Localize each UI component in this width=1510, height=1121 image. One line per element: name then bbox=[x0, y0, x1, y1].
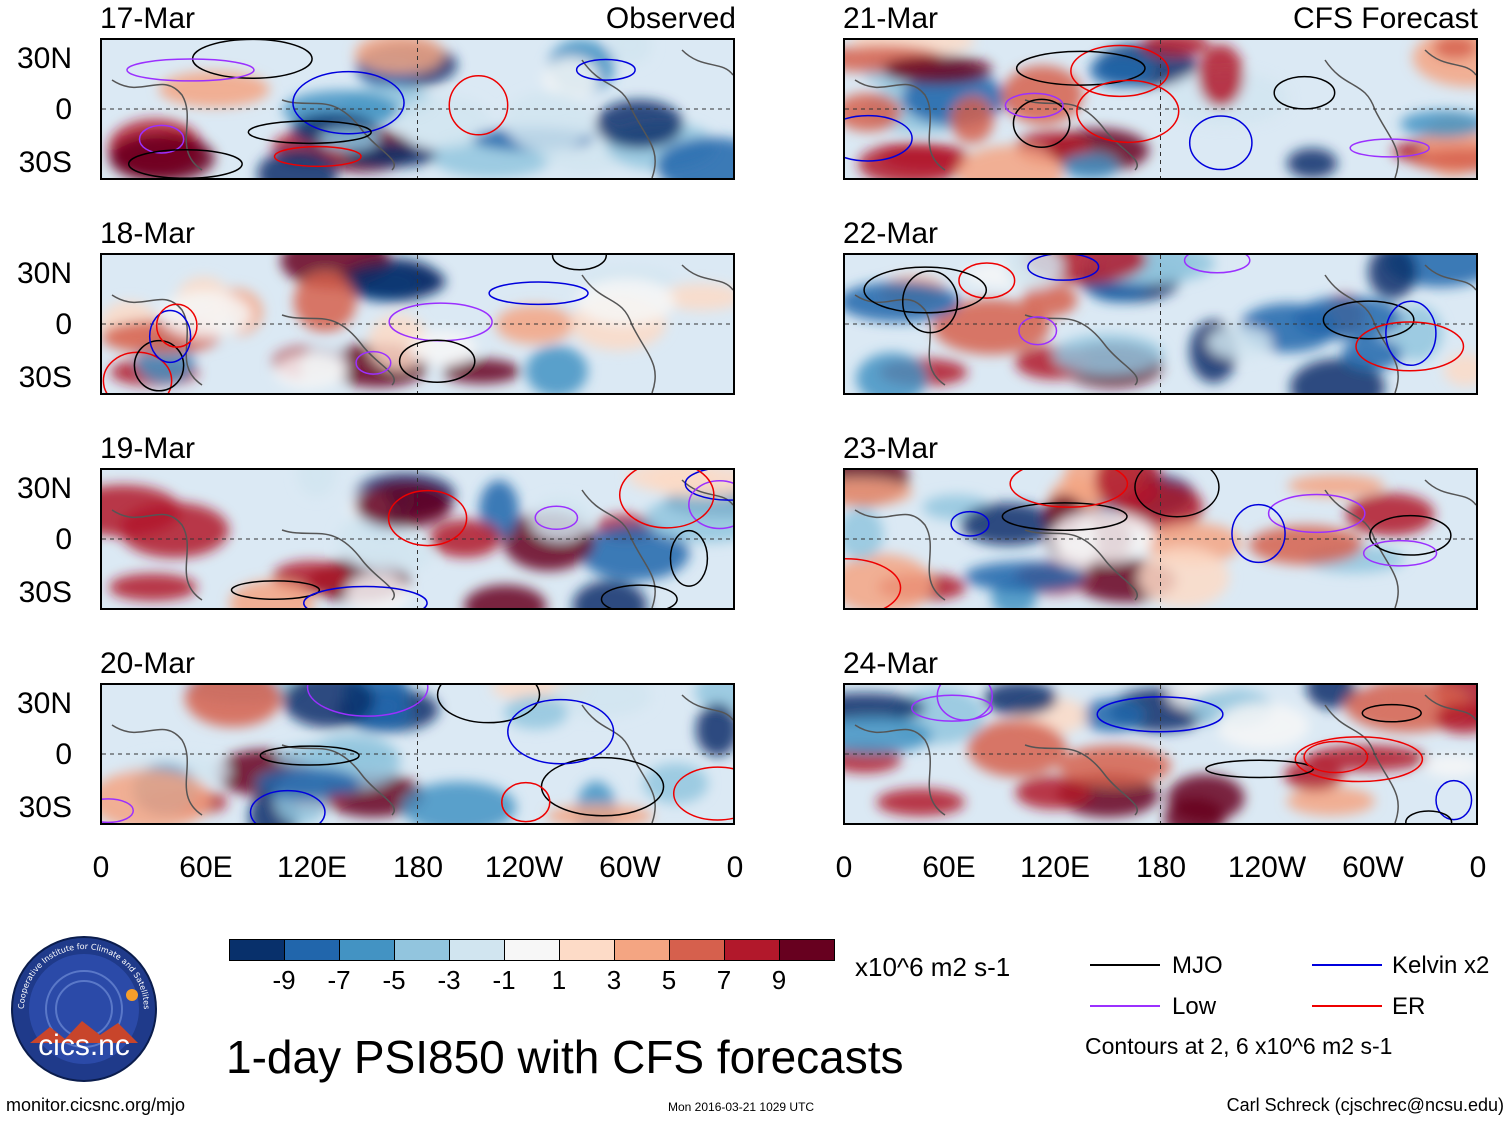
lon-label: 60E bbox=[922, 851, 976, 884]
lon-label: 60W bbox=[599, 851, 661, 884]
lat-label: 0 bbox=[55, 93, 72, 126]
legend-kelvin-label: Kelvin x2 bbox=[1392, 952, 1490, 979]
map-panel bbox=[843, 468, 1478, 610]
lat-label: 30S bbox=[18, 791, 72, 824]
panel-date: 22-Mar bbox=[843, 217, 939, 250]
colorbar-swatch bbox=[504, 939, 560, 961]
lon-label: 120E bbox=[276, 851, 348, 884]
colorbar-tick-label: -5 bbox=[382, 965, 406, 995]
lon-label: 0 bbox=[92, 851, 110, 884]
colorbar-units: x10^6 m2 s-1 bbox=[855, 952, 1011, 982]
legend-er-label: ER bbox=[1392, 993, 1426, 1020]
lon-label: 180 bbox=[392, 851, 444, 884]
legend-low-label: Low bbox=[1172, 993, 1217, 1020]
lat-label: 30S bbox=[18, 576, 72, 609]
colorbar-swatch bbox=[614, 939, 670, 961]
colorbar-swatch bbox=[559, 939, 615, 961]
colorbar-swatch bbox=[394, 939, 450, 961]
map-panel bbox=[100, 253, 735, 395]
panel-date: 17-Mar bbox=[100, 2, 196, 35]
colorbar-swatch bbox=[339, 939, 395, 961]
lon-label: 180 bbox=[1135, 851, 1187, 884]
lon-label: 120W bbox=[484, 851, 564, 884]
lon-label: 60E bbox=[179, 851, 233, 884]
panel-date: 18-Mar bbox=[100, 217, 196, 250]
colorbar-tick-label: 1 bbox=[551, 965, 567, 995]
colorbar-swatch bbox=[449, 939, 505, 961]
colorbar-tick-label: -7 bbox=[327, 965, 351, 995]
colorbar-swatch bbox=[724, 939, 780, 961]
colorbar-swatch bbox=[779, 939, 835, 961]
footer-credit: Carl Schreck (cjschrec@ncsu.edu) bbox=[1226, 1095, 1504, 1115]
footer-url[interactable]: monitor.cicsnc.org/mjo bbox=[6, 1095, 186, 1115]
colorbar-swatch bbox=[669, 939, 725, 961]
colorbar-tick-label: -3 bbox=[437, 965, 461, 995]
lat-label: 30N bbox=[16, 472, 72, 505]
colorbar-tick-label: -9 bbox=[272, 965, 296, 995]
colorbar-tick-label: 5 bbox=[661, 965, 677, 995]
lat-label: 0 bbox=[55, 738, 72, 771]
legend-mjo-line bbox=[1090, 964, 1160, 966]
lat-label: 30N bbox=[16, 42, 72, 75]
figure-title: 1-day PSI850 with CFS forecasts bbox=[226, 1031, 904, 1083]
lon-label: 0 bbox=[726, 851, 744, 884]
panel-date: 21-Mar bbox=[843, 2, 939, 35]
logo-text: cics.nc bbox=[38, 1029, 130, 1062]
colorbar-labels: -9 -7 -5 -3 -1 1 3 5 7 9 bbox=[229, 967, 834, 995]
observed-label: Observed bbox=[605, 2, 736, 35]
panel-date: 23-Mar bbox=[843, 432, 939, 465]
map-panel bbox=[843, 253, 1478, 395]
map-panel bbox=[100, 468, 735, 610]
lat-label: 30S bbox=[18, 146, 72, 179]
contours-note: Contours at 2, 6 x10^6 m2 s-1 bbox=[1085, 1033, 1393, 1059]
colorbar-tick-label: 3 bbox=[606, 965, 622, 995]
lat-label: 30N bbox=[16, 687, 72, 720]
panel-date: 20-Mar bbox=[100, 647, 196, 680]
map-panel bbox=[843, 683, 1478, 825]
legend-mjo-label: MJO bbox=[1172, 952, 1223, 979]
lon-label: 60W bbox=[1342, 851, 1404, 884]
colorbar-tick-label: -1 bbox=[492, 965, 516, 995]
panel-date: 19-Mar bbox=[100, 432, 196, 465]
footer-timestamp: Mon 2016-03-21 1029 UTC bbox=[668, 1100, 815, 1114]
colorbar-tick-label: 7 bbox=[716, 965, 732, 995]
map-panel bbox=[843, 38, 1478, 180]
map-panel bbox=[100, 683, 735, 825]
legend-er-line bbox=[1312, 1005, 1382, 1007]
lat-label: 0 bbox=[55, 308, 72, 341]
lon-label: 0 bbox=[1469, 851, 1487, 884]
lon-label: 0 bbox=[835, 851, 853, 884]
colorbar-swatch bbox=[284, 939, 340, 961]
legend-kelvin-line bbox=[1312, 964, 1382, 966]
lat-label: 30N bbox=[16, 257, 72, 290]
panel-date: 24-Mar bbox=[843, 647, 939, 680]
cfs-forecast-label: CFS Forecast bbox=[1292, 2, 1478, 35]
colorbar bbox=[229, 939, 835, 961]
lat-label: 30S bbox=[18, 361, 72, 394]
cics-logo: Cooperative Institute for Climate and Sa… bbox=[10, 935, 158, 1083]
lon-label: 120E bbox=[1019, 851, 1091, 884]
lon-label: 120W bbox=[1227, 851, 1307, 884]
lat-label: 0 bbox=[55, 523, 72, 556]
legend-low-line bbox=[1090, 1005, 1160, 1007]
colorbar-tick-label: 9 bbox=[771, 965, 787, 995]
colorbar-swatch bbox=[229, 939, 285, 961]
map-panel bbox=[100, 38, 735, 180]
